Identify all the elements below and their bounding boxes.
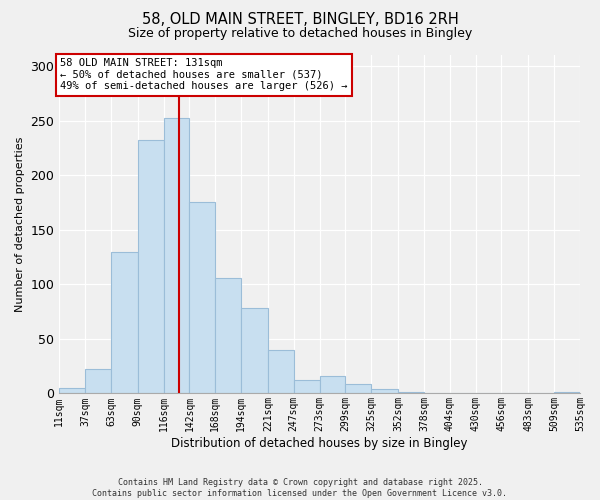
Bar xyxy=(85,370,111,394)
Bar xyxy=(59,388,85,394)
Y-axis label: Number of detached properties: Number of detached properties xyxy=(15,136,25,312)
Bar xyxy=(294,380,320,394)
Bar xyxy=(190,202,215,394)
Bar xyxy=(111,252,138,394)
Text: 58 OLD MAIN STREET: 131sqm
← 50% of detached houses are smaller (537)
49% of sem: 58 OLD MAIN STREET: 131sqm ← 50% of deta… xyxy=(60,58,348,92)
Text: 58, OLD MAIN STREET, BINGLEY, BD16 2RH: 58, OLD MAIN STREET, BINGLEY, BD16 2RH xyxy=(142,12,458,28)
Text: Contains HM Land Registry data © Crown copyright and database right 2025.
Contai: Contains HM Land Registry data © Crown c… xyxy=(92,478,508,498)
Bar xyxy=(215,278,241,394)
Text: Size of property relative to detached houses in Bingley: Size of property relative to detached ho… xyxy=(128,28,472,40)
X-axis label: Distribution of detached houses by size in Bingley: Distribution of detached houses by size … xyxy=(172,437,468,450)
Bar xyxy=(164,118,190,394)
Bar xyxy=(268,350,294,394)
Bar xyxy=(346,384,371,394)
Bar xyxy=(138,140,164,394)
Bar xyxy=(398,392,424,394)
Bar xyxy=(371,389,398,394)
Bar xyxy=(241,308,268,394)
Bar xyxy=(320,376,346,394)
Bar xyxy=(554,392,580,394)
